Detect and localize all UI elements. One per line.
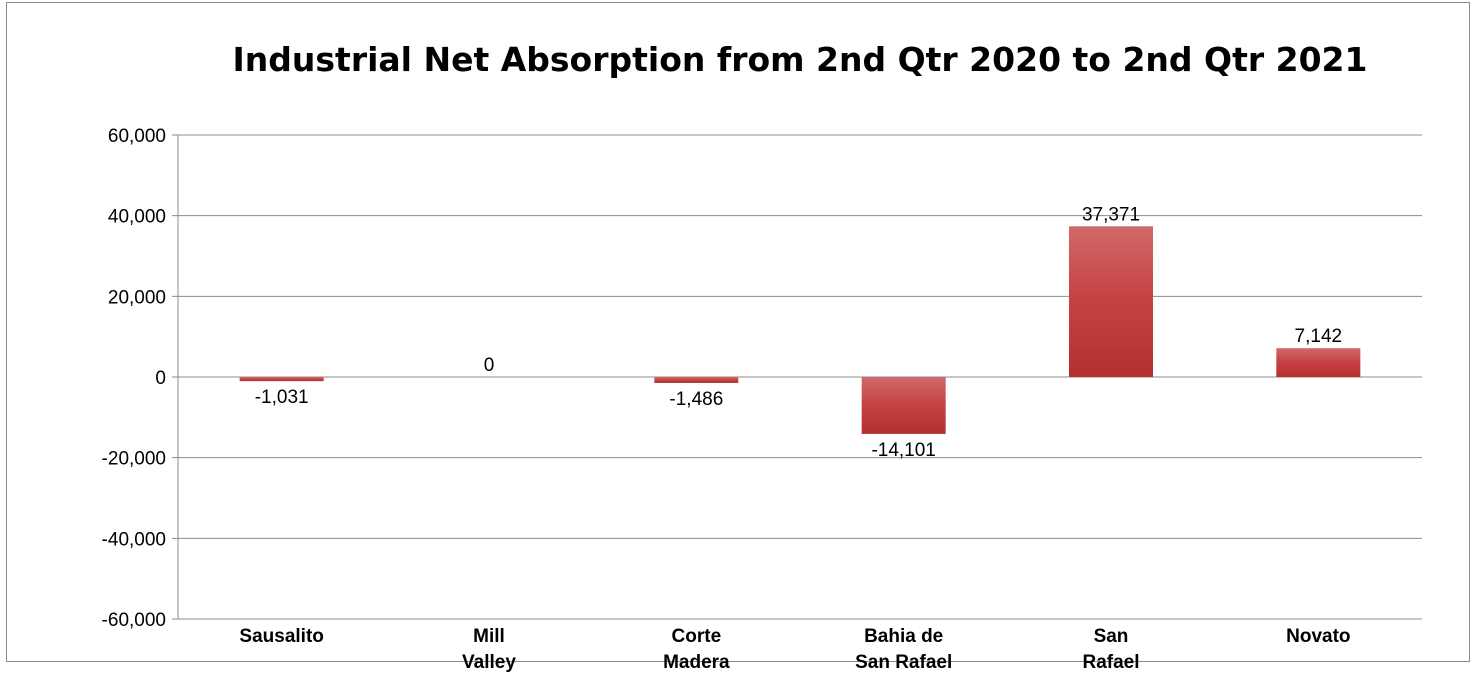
data-label: -1,486 — [669, 389, 723, 410]
bar — [654, 377, 739, 383]
x-tick-label: Novato — [1286, 626, 1350, 647]
y-tick-label: 20,000 — [108, 287, 166, 308]
x-tick-label: Rafael — [1082, 652, 1139, 673]
data-label: -1,031 — [255, 387, 309, 408]
y-tick-label: -60,000 — [102, 610, 166, 631]
x-tick-label: San Rafael — [855, 652, 952, 673]
chart-frame — [6, 2, 1470, 662]
x-tick-label: Madera — [663, 652, 730, 673]
y-tick-label: -20,000 — [102, 449, 166, 470]
x-tick-label: Sausalito — [239, 626, 323, 647]
bar — [1069, 226, 1153, 377]
y-tick-label: 0 — [155, 368, 166, 389]
data-label: 37,371 — [1082, 204, 1140, 225]
x-tick-label: Mill — [473, 626, 505, 647]
y-tick-label: 60,000 — [108, 126, 166, 147]
data-label: 0 — [484, 355, 495, 376]
x-tick-label: Valley — [462, 652, 516, 673]
x-tick-label: Bahia de — [864, 626, 943, 647]
y-tick-label: 40,000 — [108, 207, 166, 228]
bar — [861, 377, 946, 434]
x-tick-label: San — [1094, 626, 1129, 647]
x-tick-label: Corte — [672, 626, 722, 647]
chart-title: Industrial Net Absorption from 2nd Qtr 2… — [232, 40, 1368, 79]
data-label: 7,142 — [1295, 326, 1343, 347]
bar — [239, 377, 324, 382]
y-tick-label: -40,000 — [102, 529, 166, 550]
bar — [1276, 348, 1361, 377]
data-label: -14,101 — [871, 440, 935, 461]
